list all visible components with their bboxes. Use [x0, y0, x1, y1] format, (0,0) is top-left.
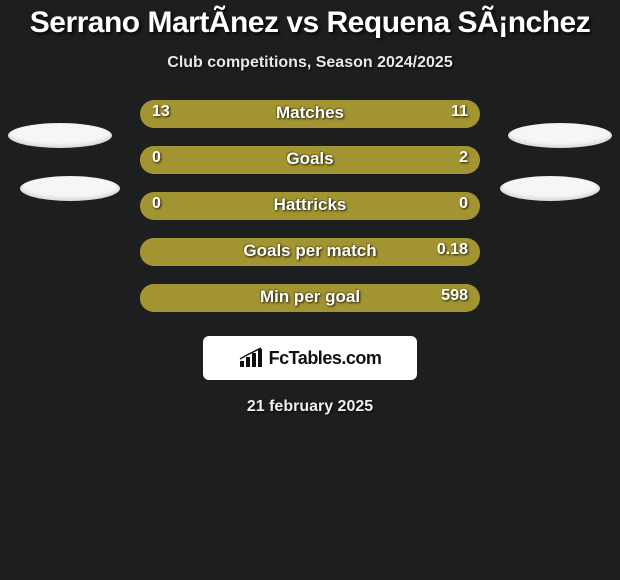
bar-left: [140, 192, 310, 220]
stat-row: Matches1311: [0, 100, 620, 146]
bar-track: [140, 146, 480, 174]
bar-left: [140, 100, 324, 128]
page-title: Serrano MartÃ­nez vs Requena SÃ¡nchez: [0, 0, 620, 40]
bar-right: [324, 100, 480, 128]
stats-area: Matches1311Goals02Hattricks00Goals per m…: [0, 100, 620, 330]
bar-left: [140, 238, 259, 266]
bar-left: [140, 284, 310, 312]
subtitle: Club competitions, Season 2024/2025: [0, 54, 620, 72]
stat-row: Goals per match0.18: [0, 238, 620, 284]
fctables-logo: FcTables.com: [203, 336, 417, 380]
logo-text: FcTables.com: [269, 348, 382, 369]
bar-track: [140, 238, 480, 266]
bar-track: [140, 284, 480, 312]
stat-row: Min per goal598: [0, 284, 620, 330]
bar-left: [140, 146, 201, 174]
stat-row: Goals02: [0, 146, 620, 192]
date-text: 21 february 2025: [0, 398, 620, 416]
stat-row: Hattricks00: [0, 192, 620, 238]
bar-track: [140, 100, 480, 128]
bar-track: [140, 192, 480, 220]
bar-right: [310, 192, 480, 220]
bar-chart-icon: [239, 347, 263, 369]
